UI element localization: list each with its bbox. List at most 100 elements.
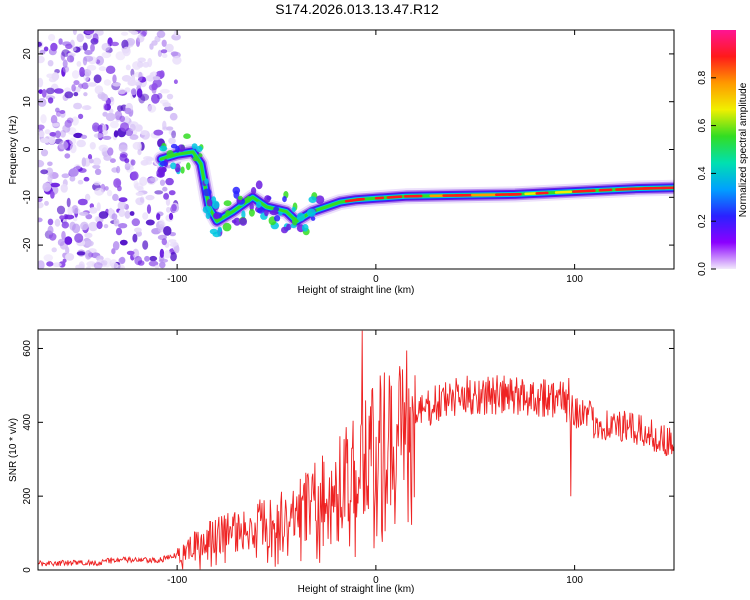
noise-blob [76,139,86,148]
noise-blob [96,221,103,230]
noise-blob [54,218,61,227]
signal-blob [175,145,180,153]
noise-blob [43,254,54,262]
noise-blob [78,211,89,216]
noise-blob [46,261,54,267]
signal-blob [231,219,237,224]
noise-blob [105,65,116,75]
y-tick-label: 20 [22,48,33,60]
ridge-hot-segment [355,197,365,201]
noise-blob [118,223,128,229]
y-tick-label: 0 [22,146,33,152]
noise-blob [161,53,168,58]
noise-blob [84,250,92,260]
noise-blob [84,193,91,201]
noise-blob [71,46,77,52]
signal-blob [301,224,309,232]
noise-blob [65,253,75,261]
noise-blob [145,75,152,81]
ridge-hot-segment [386,195,403,199]
noise-blob [51,122,60,127]
noise-blob [126,250,135,256]
x-tick-label: 100 [566,575,583,586]
noise-blob [96,202,101,212]
noise-blob [51,72,60,81]
noise-blob [66,197,71,208]
signal-blob [282,196,287,203]
noise-blob [84,232,93,238]
noise-blob [38,196,43,203]
noise-blob [103,224,109,229]
noise-blob [162,186,168,192]
noise-blob [103,103,108,111]
noise-blob [140,159,149,166]
noise-blob [168,190,176,196]
noise-blob [102,150,109,158]
spectrogram-y-ticks: -20 -10 0 10 20 [22,48,674,252]
figure-title: S174.2026.013.13.47.R12 [275,1,439,17]
snr-border [37,329,675,571]
noise-blob [114,110,123,121]
noise-blob [73,216,78,222]
x-tick-label: -100 [167,274,187,285]
noise-blob [113,130,119,138]
noise-blob [98,66,107,72]
signal-blob [211,200,220,209]
noise-blob [83,68,92,77]
noise-blob [83,176,90,182]
noise-blob [110,41,119,47]
noise-blob [125,64,131,71]
snr-x-label: Height of straight line (km) [298,584,415,595]
noise-blob [51,247,57,253]
noise-blob [87,154,93,161]
noise-blob [151,76,161,81]
noise-blob [112,82,122,87]
noise-blob [65,43,73,49]
noise-blob [119,153,128,162]
noise-blob [48,34,56,41]
snr-y-ticks: 0 200 400 600 [22,340,674,573]
noise-blob [172,55,182,65]
noise-blob [67,206,74,216]
noise-blob [101,51,112,59]
noise-blob [66,55,75,63]
noise-blob [123,116,130,123]
noise-blob [80,221,89,231]
noise-blob [129,134,139,140]
noise-blob [166,206,171,213]
noise-blob [77,198,88,206]
noise-blob [59,110,66,114]
noise-blob [145,219,155,226]
noise-blob [88,221,98,232]
signal-blob [232,186,241,195]
spectrogram-frame [38,30,674,269]
noise-blob [170,251,177,262]
noise-blob [118,197,128,203]
noise-blob [136,186,144,192]
noise-blob [112,74,117,84]
noise-blob [42,182,52,192]
noise-blob [93,74,102,84]
noise-blob [61,173,70,179]
signal-blob [202,205,212,214]
noise-blob [89,207,98,214]
signal-blob [202,188,212,197]
signal-blob [291,206,296,213]
noise-blob [38,130,45,138]
signal-blob [246,195,252,203]
noise-blob [73,92,79,97]
noise-blob [118,209,126,218]
signal-blob [180,166,185,174]
noise-blob [163,226,172,236]
noise-blob [57,238,65,246]
noise-blob [100,93,109,102]
noise-blob [38,89,43,94]
ridge-hot-segment [554,190,573,194]
noise-blob [81,157,87,167]
noise-blob [113,218,120,227]
noise-blob [87,82,97,87]
spectrogram-x-label: Height of straight line (km) [298,285,415,296]
x-tick-label: -100 [167,575,187,586]
noise-blob [38,124,45,130]
noise-blob [86,64,97,71]
